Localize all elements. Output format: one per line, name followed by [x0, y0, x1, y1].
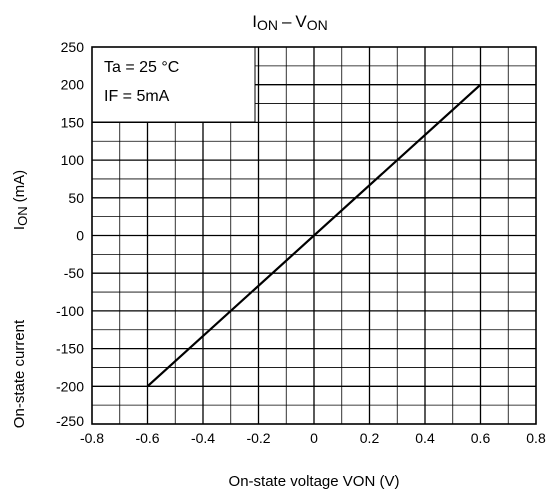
x-tick-label: 0.8: [526, 430, 546, 446]
y-tick-label: -150: [56, 341, 84, 357]
y-axis-label: On-state current ION (mA): [11, 170, 30, 428]
x-tick-label: 0.6: [471, 430, 491, 446]
title-v: V: [295, 12, 307, 31]
y-tick-label: 150: [61, 114, 85, 130]
plot-frame: [91, 46, 537, 425]
y-tick-label: -100: [56, 303, 84, 319]
title-i: I: [252, 12, 257, 31]
y-tick-label: 100: [61, 152, 85, 168]
annotation-line-2: IF = 5mA: [104, 88, 170, 105]
series-layer: [146, 83, 482, 388]
x-tick-label: 0: [310, 430, 318, 446]
title-sub-on-2: ON: [307, 17, 328, 33]
y-tick-label: 250: [61, 39, 85, 55]
x-tick-label: -0.2: [246, 430, 270, 446]
y-axis-label-prefix: On-state current: [11, 319, 28, 428]
y-tick-label: 50: [68, 190, 84, 206]
y-label-unit: (mA): [11, 170, 28, 203]
x-axis-label: On-state voltage VON (V): [229, 473, 400, 490]
x-tick-label: -0.8: [80, 430, 104, 446]
annotation-line-1: Ta = 25 °C: [104, 59, 179, 76]
y-tick-label: 200: [61, 77, 85, 93]
y-axis-label-quantity: ION (mA): [11, 170, 30, 230]
y-label-sub: ON: [15, 206, 30, 226]
title-sub-on: ON: [257, 17, 278, 33]
series-line: [146, 83, 482, 388]
title-dash: –: [282, 12, 292, 31]
x-tick-label: 0.2: [360, 430, 380, 446]
chart-title: ION – VON: [252, 12, 328, 33]
y-tick-label: -50: [64, 265, 84, 281]
x-tick-label: -0.6: [135, 430, 159, 446]
annotation-background: [91, 46, 256, 123]
x-tick-labels: -0.8 -0.6 -0.4 -0.2 0 0.2 0.4 0.6 0.8: [80, 430, 546, 446]
annotation-box: Ta = 25 °C IF = 5mA: [91, 46, 256, 123]
y-tick-label: -250: [56, 413, 84, 429]
y-tick-label: 0: [76, 228, 84, 244]
y-tick-label: -200: [56, 378, 84, 394]
x-tick-label: 0.4: [415, 430, 435, 446]
x-tick-label: -0.4: [191, 430, 215, 446]
y-tick-labels: 250 200 150 100 50 0 -50 -100 -150 -200 -250: [56, 39, 84, 429]
y-label-symbol: I: [11, 226, 28, 230]
